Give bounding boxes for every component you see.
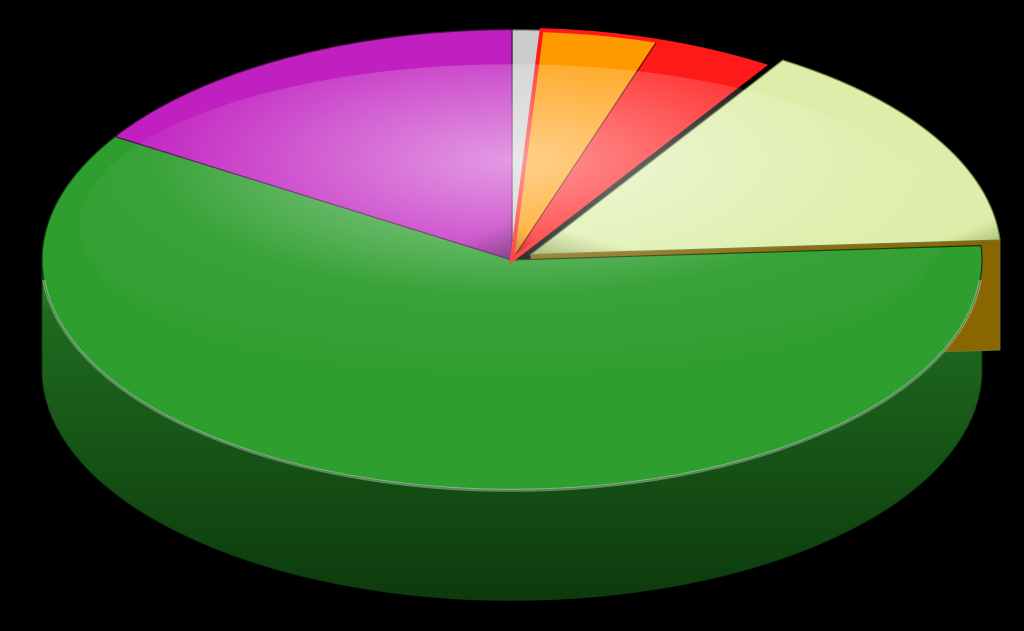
pie-chart: [0, 0, 1024, 631]
pie-chart-svg: [0, 0, 1024, 631]
